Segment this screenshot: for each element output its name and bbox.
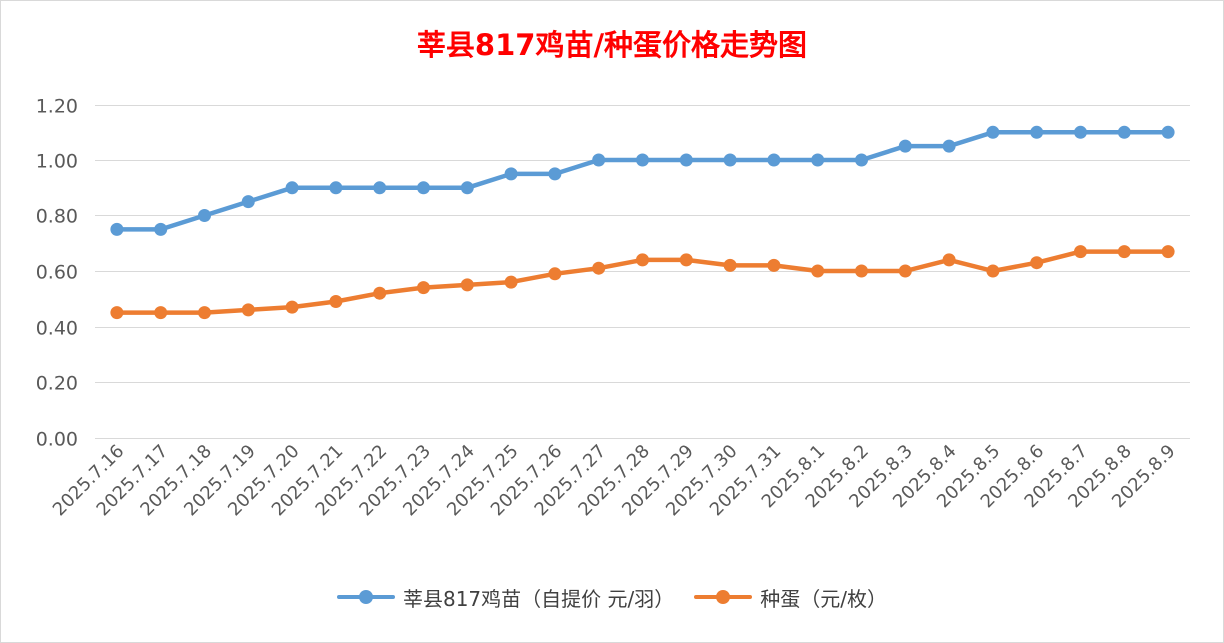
data-point-1 [373,286,387,300]
data-point-0 [460,181,474,195]
data-point-1 [1117,245,1131,259]
legend: 莘县817鸡苗（自提价 元/羽） 种蛋（元/枚） [0,582,1224,612]
data-point-1 [1074,245,1087,259]
legend-swatch-eggs [694,590,753,604]
chart-title: 莘县817鸡苗/种蛋价格走势图 [416,28,808,62]
data-point-0 [636,153,649,167]
data-point-1 [329,295,343,308]
data-point-1 [154,306,168,320]
y-tick-label: 0.20 [36,373,78,395]
data-point-0 [241,195,255,209]
data-point-1 [636,253,649,267]
legend-swatch-chicks [336,590,395,604]
data-point-0 [811,153,825,167]
legend-item-chicks: 莘县817鸡苗（自提价 元/羽） [336,583,675,612]
y-tick-label: 1.00 [36,151,78,173]
data-point-0 [855,153,868,167]
legend-label-chicks: 莘县817鸡苗（自提价 元/羽） [402,586,675,611]
data-point-0 [986,125,1000,139]
data-point-0 [767,153,781,167]
data-point-1 [942,253,956,267]
y-tick-label: 0.00 [36,429,78,451]
data-point-1 [1030,256,1044,270]
data-point-0 [373,181,387,195]
legend-item-eggs: 种蛋（元/枚） [694,583,887,612]
data-point-1 [986,264,1000,278]
data-point-1 [110,306,124,320]
data-point-0 [592,153,606,167]
data-point-0 [198,209,211,222]
data-point-1 [592,261,606,275]
data-point-0 [504,167,518,181]
data-point-1 [198,306,211,320]
legend-label-eggs: 种蛋（元/枚） [760,586,888,611]
data-point-0 [417,181,430,195]
data-point-0 [329,181,343,195]
data-point-1 [504,275,518,289]
data-point-0 [548,167,562,181]
data-point-0 [942,139,956,153]
series-line-0 [114,130,1171,232]
data-point-0 [285,181,299,195]
y-tick-label: 0.40 [36,318,78,340]
data-point-0 [898,139,912,153]
data-point-0 [110,222,124,236]
y-tick-label: 1.20 [36,96,78,118]
data-point-1 [767,258,781,272]
data-point-0 [154,222,168,236]
data-point-0 [1117,125,1131,139]
data-point-0 [679,153,693,167]
data-point-1 [1161,245,1175,259]
data-point-0 [723,153,737,167]
data-point-0 [1161,125,1175,139]
data-point-1 [460,278,474,292]
y-tick-label: 0.60 [36,262,78,284]
data-point-1 [811,264,825,278]
data-point-1 [548,267,562,281]
data-point-0 [1030,125,1044,139]
data-point-1 [723,258,737,272]
data-point-1 [855,264,868,278]
y-tick-label: 0.80 [36,206,78,228]
data-point-1 [898,264,912,278]
data-point-1 [241,303,255,317]
data-point-1 [679,253,693,267]
data-point-1 [417,281,430,295]
data-point-0 [1074,125,1087,139]
data-point-1 [285,300,299,314]
